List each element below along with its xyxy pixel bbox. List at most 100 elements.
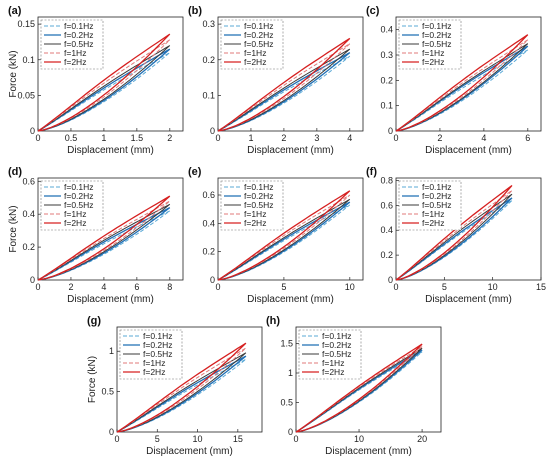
legend-label: f=0.2Hz bbox=[422, 30, 452, 40]
chart-panel: 0 10 20 0 0.5 1 1.5 Displacement (mm) (h) f=0.1Hz… bbox=[266, 315, 442, 457]
x-tick-label: 2 bbox=[167, 133, 172, 143]
plot-frame bbox=[217, 16, 364, 132]
x-tick-label: 1.5 bbox=[131, 133, 144, 143]
x-tick-label: 10 bbox=[488, 282, 498, 292]
series-loop-f01hz bbox=[37, 210, 171, 281]
y-tick-label: 0.3 bbox=[202, 19, 215, 29]
x-tick-label: 10 bbox=[193, 434, 203, 444]
y-tick-label: 0 bbox=[288, 427, 293, 437]
x-tick-label: 20 bbox=[417, 434, 427, 444]
y-tick-label: 0 bbox=[30, 275, 35, 285]
y-axis-label: Force (kN) bbox=[8, 50, 19, 97]
x-tick-label: 0.5 bbox=[65, 133, 78, 143]
series-loop-f2hz bbox=[37, 33, 171, 132]
legend-label: f=0.5Hz bbox=[143, 349, 173, 359]
y-tick-label: 0 bbox=[210, 275, 215, 285]
x-tick-label: 2 bbox=[68, 282, 73, 292]
y-tick-label: 0.5 bbox=[101, 387, 114, 397]
y-tick-label: 0.1 bbox=[22, 55, 35, 65]
legend-label: f=0.5Hz bbox=[422, 200, 452, 210]
x-tick-label: 5 bbox=[442, 282, 447, 292]
series-loop-f1hz bbox=[395, 39, 529, 132]
x-tick-label: 5 bbox=[155, 434, 160, 444]
series-loop-f1hz bbox=[217, 194, 351, 281]
y-tick-label: 0.4 bbox=[22, 209, 35, 219]
legend-label: f=2Hz bbox=[64, 57, 86, 67]
x-axis-label: Displacement (mm) bbox=[247, 145, 334, 156]
x-axis-label: Displacement (mm) bbox=[425, 145, 512, 156]
series-loop-f05hz bbox=[395, 43, 529, 132]
legend-label: f=0.5Hz bbox=[322, 349, 352, 359]
x-tick-label: 4 bbox=[101, 282, 106, 292]
x-tick-label: 0 bbox=[35, 282, 40, 292]
series-loop-f1hz bbox=[395, 189, 513, 281]
series-loop-f2hz bbox=[217, 190, 351, 281]
x-tick-label: 6 bbox=[134, 282, 139, 292]
x-axis-label: Displacement (mm) bbox=[247, 294, 334, 305]
x-tick-label: 0 bbox=[114, 434, 119, 444]
legend-label: f=0.5Hz bbox=[422, 39, 452, 49]
x-tick-label: 8 bbox=[167, 282, 172, 292]
legend-label: f=1Hz bbox=[422, 48, 444, 58]
legend-label: f=0.1Hz bbox=[244, 21, 274, 31]
legend-label: f=0.1Hz bbox=[422, 21, 452, 31]
series-loop-f01hz bbox=[217, 55, 351, 132]
legend-label: f=1Hz bbox=[64, 48, 86, 58]
series-loop-f02hz bbox=[395, 197, 513, 281]
y-tick-label: 0.4 bbox=[380, 225, 393, 235]
legend-label: f=0.2Hz bbox=[64, 191, 94, 201]
y-tick-label: 0.1 bbox=[380, 101, 393, 111]
y-tick-label: 0.05 bbox=[17, 90, 35, 100]
panel-label: (g) bbox=[87, 315, 101, 327]
panel-label: (d) bbox=[8, 166, 22, 178]
y-tick-label: 0.8 bbox=[380, 175, 393, 185]
legend-label: f=0.5Hz bbox=[244, 39, 274, 49]
y-axis-label: Force (kN) bbox=[8, 205, 19, 252]
x-tick-label: 3 bbox=[314, 133, 319, 143]
legend-label: f=0.2Hz bbox=[64, 30, 94, 40]
legend-label: f=2Hz bbox=[322, 367, 344, 377]
chart-panel: 0 0.5 1 1.5 2 0 0.05 0.1 0.15 Displacement (mm) Fo… bbox=[8, 5, 184, 156]
x-axis-label: Displacement (mm) bbox=[425, 294, 512, 305]
series-loop-f02hz bbox=[37, 207, 171, 281]
y-tick-label: 0 bbox=[388, 275, 393, 285]
x-tick-label: 5 bbox=[281, 282, 286, 292]
legend-label: f=2Hz bbox=[64, 218, 86, 228]
legend-label: f=1Hz bbox=[422, 209, 444, 219]
panel-label: (a) bbox=[8, 5, 22, 17]
y-tick-label: 0.6 bbox=[202, 190, 215, 200]
x-tick-label: 6 bbox=[525, 133, 530, 143]
panel-label: (h) bbox=[266, 315, 280, 327]
panel-label: (f) bbox=[366, 166, 377, 178]
x-axis-label: Displacement (mm) bbox=[67, 294, 154, 305]
legend-label: f=0.1Hz bbox=[422, 182, 452, 192]
plot-frame bbox=[395, 16, 542, 132]
series-loop-f2hz bbox=[395, 184, 513, 281]
series-loop-f1hz bbox=[217, 43, 351, 132]
x-tick-label: 2 bbox=[281, 133, 286, 143]
x-axis-label: Displacement (mm) bbox=[67, 145, 154, 156]
chart-panel: 0 5 10 0 0.2 0.4 0.6 Displacement (mm) (e) f=0.1H… bbox=[188, 166, 364, 305]
legend-label: f=0.1Hz bbox=[322, 331, 352, 341]
series-loop-f05hz bbox=[395, 193, 513, 281]
legend-label: f=0.5Hz bbox=[64, 200, 94, 210]
plot-frame bbox=[217, 177, 364, 281]
series-loop-f02hz bbox=[116, 355, 247, 433]
series-loop-f1hz bbox=[37, 39, 171, 132]
y-tick-label: 1 bbox=[109, 346, 114, 356]
legend-label: f=2Hz bbox=[422, 218, 444, 228]
y-tick-label: 0.2 bbox=[22, 242, 35, 252]
x-tick-label: 2 bbox=[437, 133, 442, 143]
series-loop-f05hz bbox=[217, 48, 351, 132]
series-loop-f05hz bbox=[37, 203, 171, 281]
legend-label: f=2Hz bbox=[244, 218, 266, 228]
panel-label: (b) bbox=[188, 5, 202, 17]
legend-label: f=0.1Hz bbox=[64, 21, 94, 31]
plot-frame bbox=[295, 326, 442, 433]
plot-frame bbox=[37, 177, 184, 281]
legend-label: f=1Hz bbox=[143, 358, 165, 368]
y-tick-label: 0.1 bbox=[202, 90, 215, 100]
